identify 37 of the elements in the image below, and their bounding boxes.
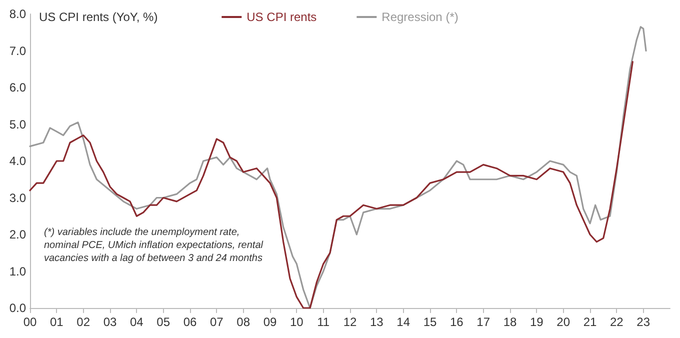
legend-label: US CPI rents xyxy=(246,10,317,24)
y-tick-label: 2.0 xyxy=(9,228,26,242)
x-tick-label: 15 xyxy=(423,315,437,329)
x-tick-label: 21 xyxy=(583,315,597,329)
y-tick-label: 7.0 xyxy=(9,44,26,58)
x-tick-label: 20 xyxy=(556,315,570,329)
y-tick-label: 1.0 xyxy=(9,264,26,278)
x-tick-label: 13 xyxy=(370,315,384,329)
x-tick-label: 12 xyxy=(343,315,357,329)
y-tick-label: 5.0 xyxy=(9,117,26,132)
x-tick-label: 16 xyxy=(450,315,464,329)
y-tick-label: 4.0 xyxy=(9,154,26,168)
x-tick-label: 23 xyxy=(636,315,650,329)
x-tick-label: 05 xyxy=(156,315,170,329)
y-tick-label: 8.0 xyxy=(9,7,26,21)
x-tick-label: 03 xyxy=(103,315,117,329)
x-tick-label: 19 xyxy=(530,315,544,329)
x-tick-label: 02 xyxy=(76,315,90,329)
x-tick-label: 18 xyxy=(503,315,517,329)
y-tick-label: 0.0 xyxy=(9,301,26,315)
y-tick-label: 3.0 xyxy=(9,190,26,205)
x-tick-label: 01 xyxy=(50,315,64,329)
x-tick-label: 00 xyxy=(23,315,37,329)
chart-title: US CPI rents (YoY, %) xyxy=(39,10,158,24)
x-tick-label: 11 xyxy=(317,315,330,329)
legend-label: Regression (*) xyxy=(382,10,458,24)
x-tick-label: 06 xyxy=(183,315,197,329)
x-tick-label: 09 xyxy=(263,315,277,329)
x-tick-label: 22 xyxy=(610,315,624,329)
x-tick-label: 04 xyxy=(130,315,144,329)
x-tick-label: 10 xyxy=(290,315,304,329)
annotation: (*) variables include the unemployment rate, nominal PCE, UMich inflation expectations, rental vacancies with a lag of between 3 and 24 months xyxy=(44,227,266,264)
x-tick-label: 17 xyxy=(476,315,490,329)
x-tick-label: 14 xyxy=(396,315,410,329)
x-tick-label: 08 xyxy=(236,315,250,329)
y-tick-label: 6.0 xyxy=(9,80,26,94)
x-tick-label: 07 xyxy=(210,315,224,329)
